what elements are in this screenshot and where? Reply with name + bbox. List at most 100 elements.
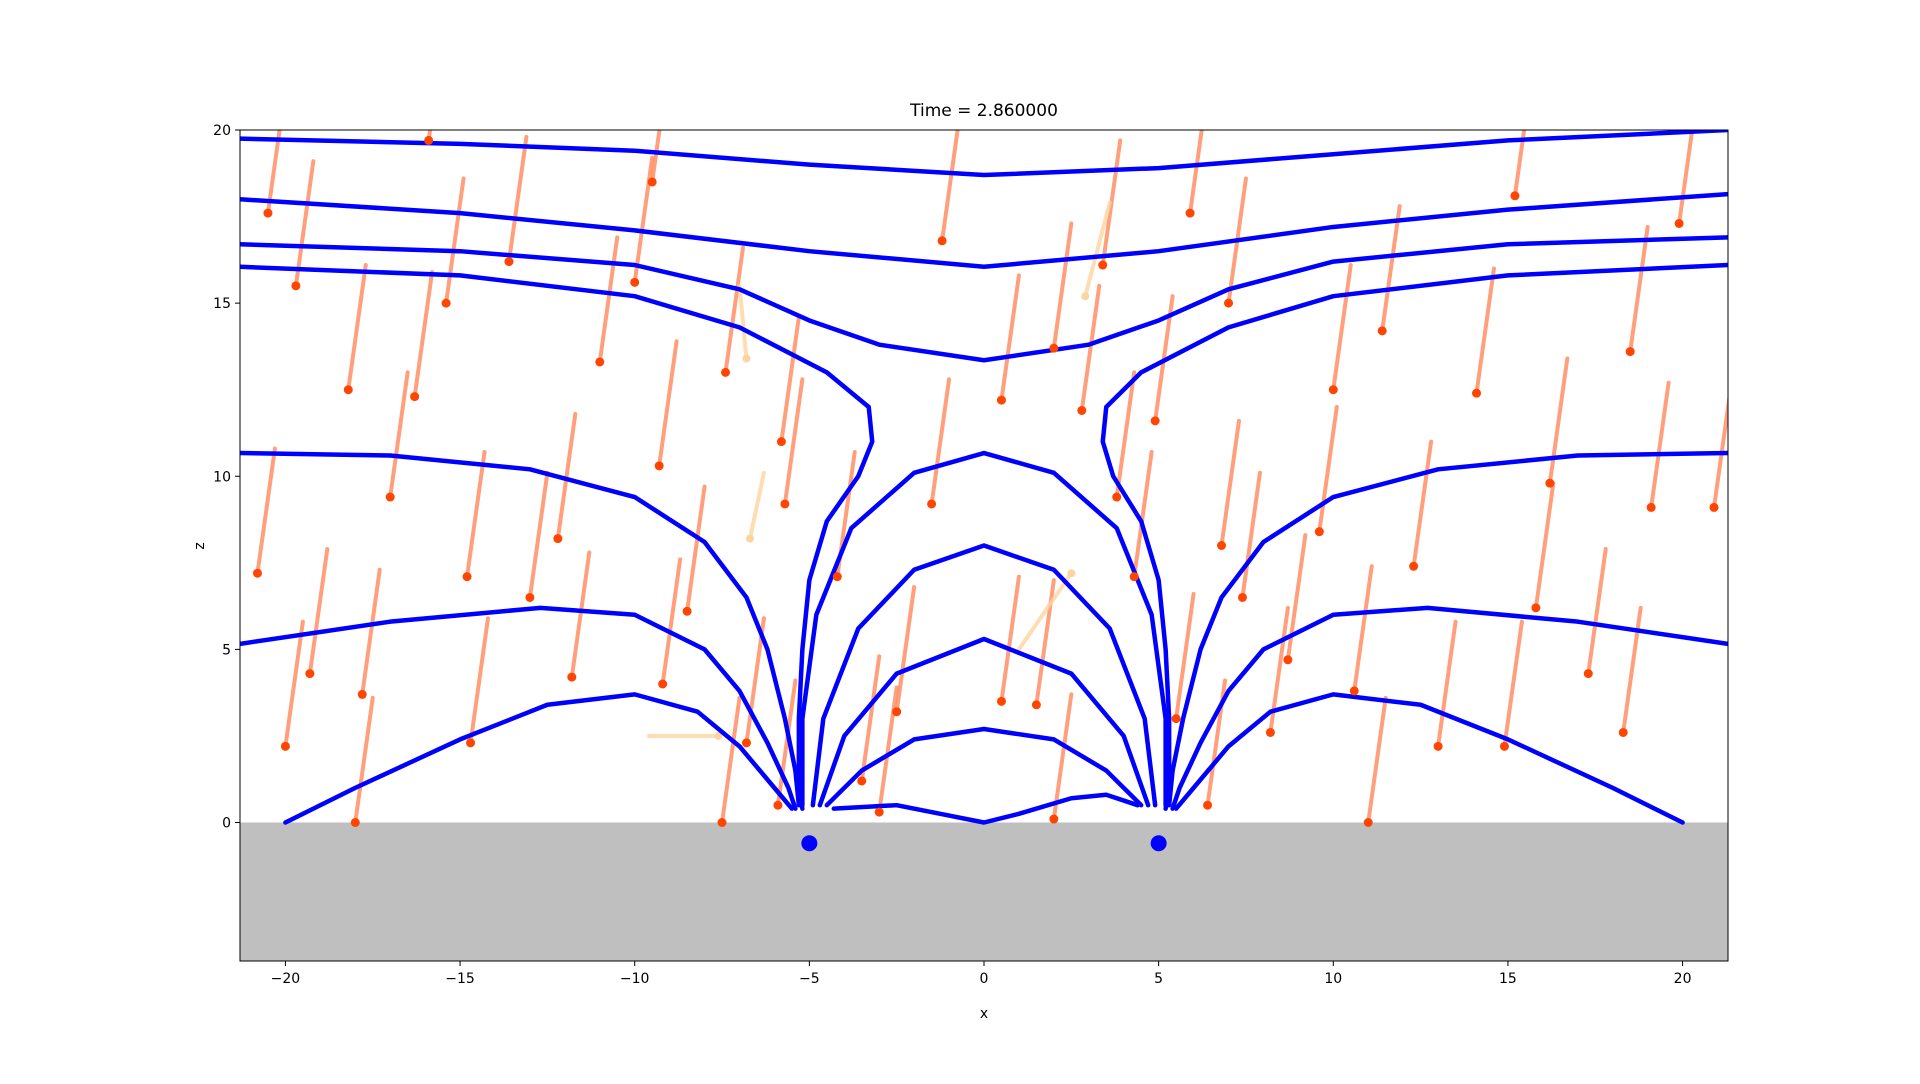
field-line — [1170, 605, 1728, 811]
x-tick-label: 20 — [1674, 971, 1692, 987]
particle-trail — [426, 130, 433, 143]
particle — [927, 499, 937, 509]
particle — [1031, 700, 1041, 710]
x-tick-label: −15 — [445, 971, 475, 987]
field-line — [817, 636, 1151, 808]
particle-trail — [1051, 221, 1074, 351]
particle — [630, 277, 640, 287]
particle — [1112, 492, 1122, 502]
field-line — [1100, 262, 1728, 811]
particle-trail — [1628, 224, 1650, 354]
particle-trail — [1512, 130, 1527, 198]
particle — [741, 738, 751, 748]
particle — [996, 395, 1006, 405]
particle-trail — [1219, 418, 1241, 548]
particle — [1150, 416, 1160, 426]
particle — [291, 281, 301, 291]
particle-trail — [1331, 263, 1353, 392]
field-line — [240, 264, 875, 811]
particle — [424, 135, 434, 145]
faded-particle — [745, 534, 754, 543]
pole — [1150, 835, 1167, 852]
field-line — [824, 726, 1144, 808]
particle-trail — [1051, 692, 1074, 822]
particle — [654, 461, 664, 471]
field-line — [240, 605, 798, 811]
y-tick-label: 20 — [213, 123, 231, 139]
particle — [1625, 347, 1635, 357]
field-line — [240, 191, 1728, 270]
particle-trail — [444, 176, 466, 306]
particle — [263, 208, 273, 218]
particle — [857, 776, 867, 786]
y-axis-label: z — [192, 542, 208, 549]
particle — [1583, 669, 1593, 679]
particle — [1224, 298, 1234, 308]
particle-trail — [1547, 356, 1570, 486]
particle-trail — [632, 155, 655, 285]
particle — [1618, 727, 1628, 737]
field-line — [1173, 692, 1685, 825]
chart-title: Time = 2.860000 — [909, 101, 1058, 121]
particle — [1171, 714, 1181, 724]
particle-trail — [660, 557, 683, 686]
particle — [996, 696, 1006, 706]
particle-trail — [1677, 130, 1695, 226]
faded-trail — [747, 470, 766, 541]
particle — [1314, 527, 1324, 537]
particle — [1674, 218, 1684, 228]
particle — [1217, 541, 1227, 550]
particle — [1545, 478, 1555, 488]
particle-trail — [1240, 470, 1262, 600]
particle — [1709, 502, 1719, 512]
particle — [1433, 741, 1443, 751]
pole — [801, 835, 818, 852]
particle — [780, 499, 790, 509]
y-tick-label: 15 — [213, 296, 231, 312]
particle-trail — [999, 273, 1021, 403]
x-tick-label: 5 — [1154, 971, 1163, 987]
particle — [1531, 603, 1541, 613]
particle — [1328, 385, 1338, 395]
particle — [1077, 405, 1087, 415]
faded-particle — [742, 354, 751, 363]
particle — [773, 800, 783, 810]
particle — [385, 492, 395, 502]
field-line — [240, 130, 1728, 178]
particle-trail — [1132, 450, 1154, 579]
particle-trail — [569, 550, 592, 680]
particle-trail — [1474, 266, 1496, 396]
field-line — [831, 792, 1140, 825]
x-tick-label: 10 — [1324, 971, 1342, 987]
particle — [1510, 191, 1520, 201]
particle — [280, 741, 290, 751]
particle — [1049, 343, 1059, 353]
particle — [1098, 260, 1108, 270]
particle-trail — [1533, 481, 1556, 610]
field-line — [800, 450, 1168, 808]
particle-trail — [1285, 533, 1308, 662]
particle-trail — [597, 235, 620, 364]
x-tick-label: 0 — [980, 971, 989, 987]
particle-trail — [1174, 591, 1196, 721]
particle — [658, 679, 668, 689]
particle-trail — [1649, 380, 1671, 510]
particle — [595, 357, 605, 367]
particle-trail — [1352, 564, 1374, 693]
particle — [717, 818, 727, 827]
particle-trail — [1366, 695, 1388, 825]
x-axis-label: x — [980, 1006, 988, 1022]
particle — [525, 592, 535, 602]
x-tick-label: −5 — [799, 971, 820, 987]
particle-trail — [527, 470, 550, 600]
particle-trail — [506, 134, 529, 264]
particle — [504, 257, 514, 267]
particle — [874, 807, 884, 817]
faded-particle — [1067, 569, 1076, 578]
particle-trail — [283, 619, 305, 749]
field-line — [810, 543, 1158, 808]
y-tick-label: 10 — [213, 469, 231, 485]
particle-trail — [859, 654, 882, 783]
particle — [1203, 800, 1213, 810]
